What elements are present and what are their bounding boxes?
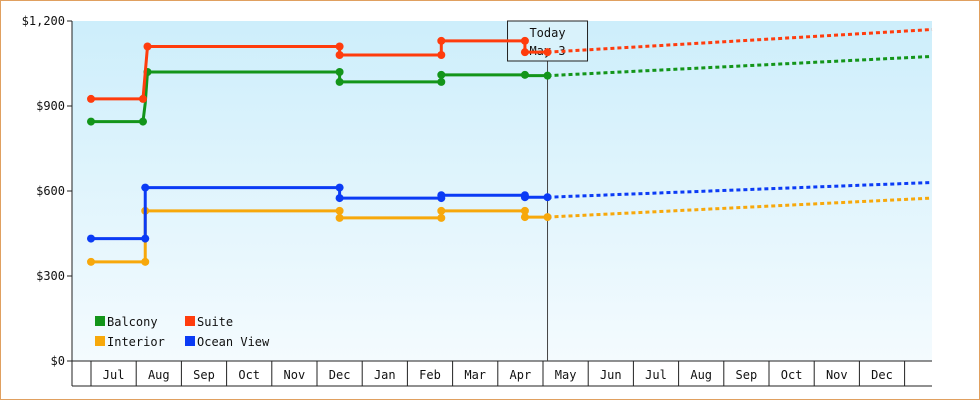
data-point [543,213,552,222]
data-point [335,51,344,59]
x-tick-label: Mar [464,368,486,382]
x-tick-label: Oct [238,368,260,382]
data-point [87,117,95,126]
x-tick-label: Jun [600,368,622,382]
series-balcony [87,54,933,126]
data-point [520,36,529,45]
x-tick-label: May [555,368,577,382]
y-tick-label: $900 [36,99,65,113]
legend-label-suite: Suite [197,315,233,329]
data-point [543,193,552,202]
y-tick-label: $0 [51,354,65,368]
data-point [543,48,552,57]
data-point [335,194,344,203]
today-label: Today [529,26,565,40]
legend: Balcony Suite Interior Ocean View [95,315,270,349]
data-point [87,234,95,243]
data-point [437,206,446,215]
x-tick-label: Jul [103,368,125,382]
y-tick-label: $600 [36,184,65,198]
legend-label-ocean-view: Ocean View [197,335,270,349]
x-tick-label: Jan [374,368,396,382]
data-point [335,42,344,51]
data-point [335,68,344,76]
x-tick-label: Jul [645,368,667,382]
data-point [437,51,446,59]
data-point [543,71,552,80]
x-tick-label: Oct [781,368,803,382]
x-tick-label: Sep [193,368,215,382]
data-point [335,206,344,215]
data-point [520,48,529,57]
x-tick-label: Sep [736,368,758,382]
legend-swatch-interior [95,336,105,346]
forecast-line-interior [547,196,933,219]
forecast-line-balcony [547,54,933,78]
plot-background [72,21,932,361]
data-point [437,70,446,79]
x-tick-label: Aug [148,368,170,382]
data-point [138,94,147,103]
legend-swatch-balcony [95,316,105,326]
data-point [335,183,344,192]
series-line-suite [91,39,548,101]
data-point [141,257,150,266]
forecast-line-suite [547,28,933,54]
legend-swatch-ocean-view [185,336,195,346]
x-tick-label: Feb [419,368,441,382]
x-tick-label: Dec [329,368,351,382]
data-point [143,42,152,51]
data-point [520,193,529,202]
data-point [141,183,150,192]
legend-label-interior: Interior [107,335,165,349]
data-point [87,94,95,103]
y-tick-label: $1,200 [22,14,65,28]
data-point [437,77,446,86]
x-tick-label: Aug [690,368,712,382]
data-point [138,117,147,126]
data-point [335,77,344,86]
data-point [520,206,529,215]
legend-swatch-suite [185,316,195,326]
data-point [335,213,344,222]
legend-label-balcony: Balcony [107,315,158,329]
x-tick-label: Dec [871,368,893,382]
data-point [437,191,446,200]
x-tick-label: Nov [284,368,306,382]
x-tick-label: Apr [510,368,532,382]
forecast-line-ocean-view [547,181,933,199]
data-point [87,257,95,266]
series-ocean-view [87,181,933,243]
y-tick-label: $300 [36,269,65,283]
data-point [141,234,150,243]
data-point [437,36,446,45]
data-point [520,70,529,79]
data-point [437,213,446,222]
x-tick-label: Nov [826,368,848,382]
series-suite [87,28,933,103]
data-point [520,213,529,222]
